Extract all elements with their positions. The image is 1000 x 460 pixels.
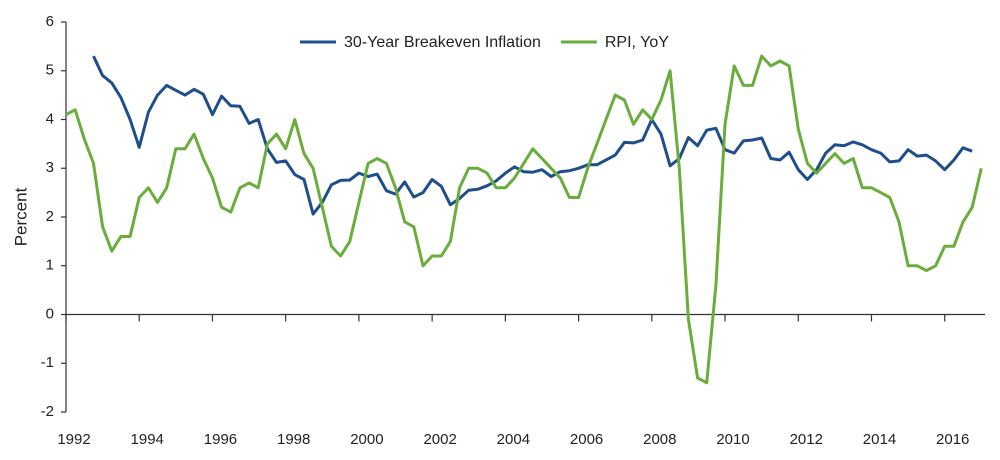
x-tick-label: 2000 [350, 431, 383, 448]
x-tick-label: 1998 [277, 431, 310, 448]
legend-label: RPI, YoY [605, 34, 669, 51]
x-tick-label: 2010 [716, 431, 749, 448]
y-tick-label: 0 [46, 305, 54, 322]
legend-label: 30-Year Breakeven Inflation [344, 34, 541, 51]
y-tick-label: 5 [46, 62, 54, 79]
x-tick-label: 1996 [204, 431, 237, 448]
x-tick-label: 1994 [131, 431, 164, 448]
x-tick-label: 2008 [643, 431, 676, 448]
y-tick-label: 1 [46, 257, 54, 274]
series-line [92, 55, 973, 216]
y-tick-label: 4 [46, 110, 54, 127]
x-tick-label: 2016 [936, 431, 969, 448]
x-tick-label: 2012 [790, 431, 823, 448]
x-tick-label: 2006 [570, 431, 603, 448]
x-tick-label: 2002 [423, 431, 456, 448]
y-tick-label: 2 [46, 208, 54, 225]
y-axis-label: Percent [11, 187, 30, 246]
x-tick-label: 1992 [57, 431, 90, 448]
series-line [65, 54, 983, 385]
x-tick-label: 2014 [863, 431, 896, 448]
y-tick-label: -2 [41, 403, 54, 420]
x-tick-label: 2004 [497, 431, 530, 448]
y-tick-label: 6 [46, 13, 54, 30]
y-tick-label: 3 [46, 159, 54, 176]
y-tick-label: -1 [41, 354, 54, 371]
